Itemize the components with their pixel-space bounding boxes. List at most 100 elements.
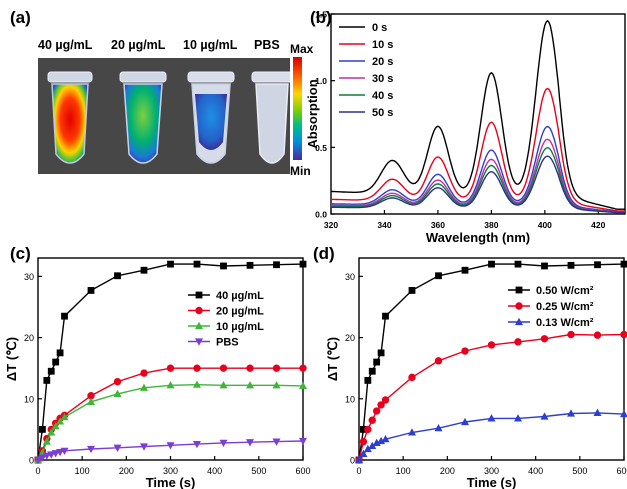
d-point-1-14: [593, 331, 602, 339]
b-ylabel: Absorption: [305, 79, 320, 148]
c-point-2-13: [246, 381, 254, 389]
c-xtick-label: 500: [251, 466, 266, 476]
c-legend-label-2: 10 µg/mL: [216, 321, 264, 333]
d-ytick-label: 10: [345, 394, 355, 404]
c-point-3-9: [140, 443, 148, 451]
d-point-0-6: [382, 312, 389, 320]
tube-pbs: [251, 71, 299, 164]
tube-label-10: 10 µg/mL: [183, 38, 238, 52]
d-point-2-9: [461, 417, 469, 426]
c-xtick-label: 200: [119, 466, 134, 476]
c-legend-marker-1: [195, 306, 203, 315]
tube-label-40: 40 µg/mL: [38, 38, 93, 52]
d-point-1-10: [487, 341, 496, 349]
c-point-1-12: [219, 364, 228, 372]
c-point-0-11: [193, 260, 201, 268]
d-point-2-0: [355, 455, 363, 464]
c-point-1-15: [299, 364, 307, 372]
c-point-0-2: [43, 377, 51, 384]
d-point-0-13: [567, 261, 575, 269]
c-point-0-6: [61, 312, 68, 320]
c-xtick-label: 100: [75, 466, 90, 476]
d-point-0-14: [594, 261, 601, 269]
d-point-2-11: [514, 414, 522, 422]
d-point-2-7: [408, 428, 416, 436]
d-point-2-6: [381, 434, 390, 443]
d-legend-label-1: 0.25 W/cm²: [536, 301, 594, 313]
d-legend-marker-1: [515, 302, 523, 310]
c-ytick-label: 20: [24, 333, 34, 343]
c-ytick-label: 30: [24, 272, 34, 282]
d-xtick-label: 100: [396, 466, 411, 476]
d-ytick-label: 30: [345, 272, 355, 282]
panel-b-label: (b): [310, 8, 332, 27]
d-point-2-15: [620, 409, 627, 418]
b-legend-label-5: 50 s: [372, 107, 393, 119]
c-point-0-8: [114, 272, 121, 280]
d-point-0-10: [488, 260, 495, 268]
c-ytick-label: 10: [24, 394, 34, 404]
c-point-3-13: [246, 439, 254, 447]
b-series-line-2: [331, 125, 625, 213]
c-point-3-3: [47, 451, 56, 459]
d-point-2-1: [359, 449, 368, 457]
b-legend-label-1: 10 s: [372, 39, 393, 51]
b-legend-label-4: 40 s: [372, 90, 393, 102]
b-xtick-label: 420: [591, 220, 605, 230]
d-point-1-1: [359, 437, 368, 446]
d-ytick-label: 0: [350, 456, 355, 466]
c-point-3-2: [42, 452, 51, 460]
c-point-0-7: [87, 287, 95, 294]
d-point-1-15: [620, 330, 627, 339]
d-point-1-2: [364, 425, 372, 434]
tube-40: [47, 71, 93, 164]
c-point-3-11: [193, 440, 201, 449]
b-frame: [330, 13, 626, 215]
c-xtick-label: 300: [163, 466, 178, 476]
c-point-2-10: [166, 381, 175, 389]
c-point-0-14: [273, 261, 280, 269]
d-point-1-13: [567, 330, 575, 339]
c-point-2-4: [51, 422, 60, 430]
panel-a-label: (a): [10, 8, 31, 27]
c-point-1-7: [87, 392, 95, 400]
d-point-0-5: [377, 349, 385, 357]
c-point-2-8: [113, 389, 122, 397]
c-point-2-2: [42, 437, 51, 445]
c-point-2-12: [219, 381, 228, 389]
d-point-2-10: [487, 414, 496, 422]
d-point-1-4: [372, 407, 381, 415]
d-point-0-3: [368, 367, 376, 375]
b-series-line-3: [331, 138, 625, 213]
c-point-1-8: [113, 377, 122, 386]
d-point-0-15: [620, 260, 627, 268]
colorbar-min-label: Min: [290, 164, 311, 178]
d-point-0-7: [408, 287, 416, 294]
d-series-line-0: [358, 263, 625, 461]
d-ylabel: ΔT (℃): [325, 337, 340, 381]
c-series-line-0: [37, 263, 304, 461]
d-point-1-12: [540, 335, 549, 343]
c-point-0-5: [56, 349, 64, 357]
c-point-1-14: [272, 364, 281, 372]
c-legend-label-0: 40 µg/mL: [216, 290, 264, 302]
d-legend-label-0: 0.50 W/cm²: [536, 285, 594, 297]
d-series-line-1: [358, 333, 625, 461]
b-series-line-1: [330, 87, 625, 212]
colorbar: [293, 57, 302, 160]
d-point-0-9: [461, 266, 469, 274]
b-legend-label-3: 30 s: [372, 73, 393, 85]
d-point-2-14: [593, 408, 602, 416]
c-legend-label-3: PBS: [216, 337, 239, 349]
c-xtick-label: 0: [35, 466, 40, 476]
c-legend-marker-3: [195, 338, 203, 346]
c-point-0-15: [299, 260, 307, 268]
d-point-2-3: [368, 441, 377, 450]
tube-label-pbs: PBS: [254, 38, 280, 52]
c-point-3-14: [272, 438, 281, 446]
c-point-3-4: [51, 450, 60, 458]
c-point-3-10: [166, 442, 175, 450]
b-xtick-label: 360: [431, 220, 445, 230]
thermal-tubes: [47, 71, 299, 164]
b-xlabel: Wavelength (nm): [426, 230, 530, 245]
